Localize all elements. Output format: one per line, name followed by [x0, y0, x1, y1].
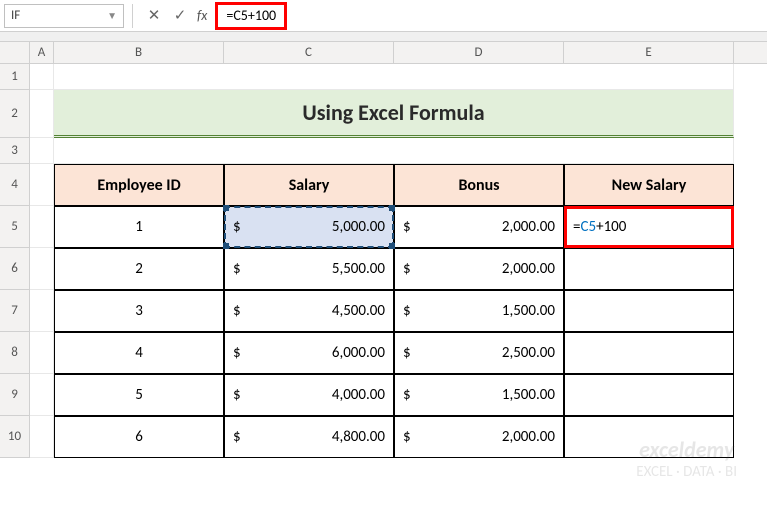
cell-B3[interactable] — [54, 138, 734, 164]
cell-B5[interactable]: 1 — [54, 206, 224, 248]
row-headers: 1 2 3 4 5 6 7 8 9 10 — [0, 64, 30, 458]
name-box-value: IF — [11, 8, 20, 23]
header-id[interactable]: Employee ID — [54, 164, 224, 206]
spacer — [0, 32, 767, 42]
row-header-10[interactable]: 10 — [0, 416, 30, 458]
cell-C6[interactable]: $5,500.00 — [224, 248, 394, 290]
cell-B7[interactable]: 3 — [54, 290, 224, 332]
cell-A1[interactable] — [30, 64, 54, 90]
formula-bar: IF ▼ ✕ ✓ fx =C5+100 — [0, 0, 767, 32]
cell-A8[interactable] — [30, 332, 54, 374]
cell-B1[interactable] — [54, 64, 734, 90]
cell-E7[interactable] — [564, 290, 734, 332]
row-header-8[interactable]: 8 — [0, 332, 30, 374]
cell-B9[interactable]: 5 — [54, 374, 224, 416]
cancel-icon[interactable]: ✕ — [141, 4, 167, 28]
formula-highlight: =C5+100 — [215, 2, 287, 30]
salary-value: 5,000.00 — [332, 218, 385, 236]
cell-D9[interactable]: $1,500.00 — [394, 374, 564, 416]
cell-A5[interactable] — [30, 206, 54, 248]
formula-input[interactable]: =C5+100 — [215, 3, 763, 29]
formula-text: =C5+100 — [226, 7, 276, 24]
chevron-down-icon[interactable]: ▼ — [107, 9, 117, 22]
cell-D6[interactable]: $2,000.00 — [394, 248, 564, 290]
cell-E5-editing[interactable]: =C5+100 — [564, 206, 734, 248]
col-header-E[interactable]: E — [564, 42, 734, 63]
cell-E10[interactable] — [564, 416, 734, 458]
col-header-D[interactable]: D — [394, 42, 564, 63]
cell-D5[interactable]: $ 2,000.00 — [394, 206, 564, 248]
cell-A6[interactable] — [30, 248, 54, 290]
enter-icon[interactable]: ✓ — [167, 4, 193, 28]
cell-A4[interactable] — [30, 164, 54, 206]
cell-E8[interactable] — [564, 332, 734, 374]
col-header-B[interactable]: B — [54, 42, 224, 63]
title-cell[interactable]: Using Excel Formula — [54, 90, 734, 138]
grid-area: A B C D E 1 2 3 4 5 6 7 8 9 10 — [0, 42, 767, 458]
cell-E6[interactable] — [564, 248, 734, 290]
divider — [132, 4, 133, 28]
cell-A7[interactable] — [30, 290, 54, 332]
cell-A2[interactable] — [30, 90, 54, 138]
cell-E9[interactable] — [564, 374, 734, 416]
row-header-2[interactable]: 2 — [0, 90, 30, 138]
grid-body: 1 2 3 4 5 6 7 8 9 10 Using Excel Formula — [0, 64, 767, 458]
col-header-A[interactable]: A — [30, 42, 54, 63]
row-header-5[interactable]: 5 — [0, 206, 30, 248]
currency-symbol: $ — [233, 218, 241, 236]
cell-C9[interactable]: $4,000.00 — [224, 374, 394, 416]
currency-symbol: $ — [403, 218, 411, 236]
row-header-3[interactable]: 3 — [0, 138, 30, 164]
cell-C8[interactable]: $6,000.00 — [224, 332, 394, 374]
cell-B8[interactable]: 4 — [54, 332, 224, 374]
row-header-1[interactable]: 1 — [0, 64, 30, 90]
cell-B10[interactable]: 6 — [54, 416, 224, 458]
cell-B6[interactable]: 2 — [54, 248, 224, 290]
cell-A3[interactable] — [30, 138, 54, 164]
cell-A10[interactable] — [30, 416, 54, 458]
row-header-7[interactable]: 7 — [0, 290, 30, 332]
select-all-corner[interactable] — [0, 42, 30, 63]
cell-C7[interactable]: $4,500.00 — [224, 290, 394, 332]
cell-A9[interactable] — [30, 374, 54, 416]
cell-C10[interactable]: $4,800.00 — [224, 416, 394, 458]
formula-text: =C5+100 — [573, 218, 626, 236]
header-bonus[interactable]: Bonus — [394, 164, 564, 206]
header-salary[interactable]: Salary — [224, 164, 394, 206]
row-header-6[interactable]: 6 — [0, 248, 30, 290]
cell-D10[interactable]: $2,000.00 — [394, 416, 564, 458]
cells: Using Excel Formula Employee ID Salary B… — [30, 64, 767, 458]
bonus-value: 2,000.00 — [502, 218, 555, 236]
name-box[interactable]: IF ▼ — [4, 4, 124, 28]
cell-D8[interactable]: $2,500.00 — [394, 332, 564, 374]
cell-C5[interactable]: $ 5,000.00 — [224, 206, 394, 248]
row-header-9[interactable]: 9 — [0, 374, 30, 416]
column-headers: A B C D E — [0, 42, 767, 64]
fx-icon[interactable]: fx — [197, 7, 207, 24]
col-header-C[interactable]: C — [224, 42, 394, 63]
row-header-4[interactable]: 4 — [0, 164, 30, 206]
header-new-salary[interactable]: New Salary — [564, 164, 734, 206]
cell-D7[interactable]: $1,500.00 — [394, 290, 564, 332]
